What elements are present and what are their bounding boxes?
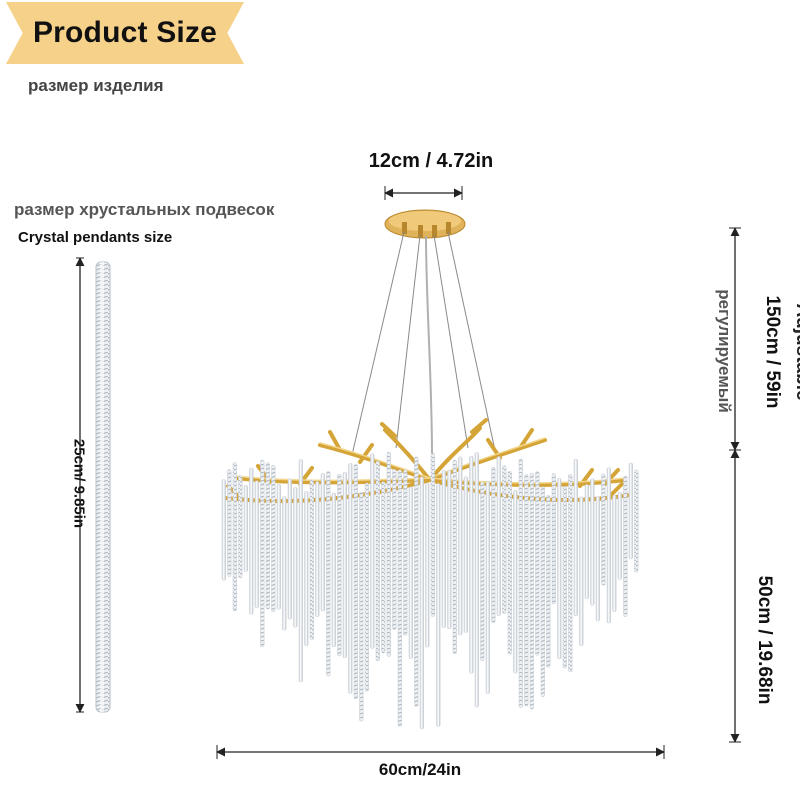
crystal-strand [386, 452, 391, 657]
crystal-strand [414, 456, 419, 707]
crystal-strand [584, 484, 589, 600]
crystal-strand [568, 474, 573, 673]
crystal-strand [430, 453, 435, 617]
crystal-strand [359, 491, 364, 722]
crystal-strand [397, 469, 402, 727]
crystal-strand [507, 471, 512, 655]
crystal-strand [474, 452, 479, 708]
crystal-strand [469, 456, 474, 674]
canopy-dimension: 12cm / 4.72in [368, 150, 494, 172]
crystal-strand [364, 482, 369, 692]
crystal-strand [375, 460, 380, 661]
crystal-strand [540, 486, 545, 697]
crystal-strand [348, 463, 353, 694]
crystal-strand [271, 464, 276, 613]
crystal-strand [502, 465, 507, 614]
crystal-strand [628, 462, 633, 560]
ceiling-canopy [384, 209, 466, 239]
crystal-strand [260, 459, 265, 648]
pendant-label-ru: размер хрустальных подвесок [14, 200, 275, 219]
crystal-strand [441, 470, 446, 628]
crystal-strand [243, 484, 248, 572]
crystal-strand [298, 459, 303, 683]
crystal-strand [546, 494, 551, 668]
crystal-strand [227, 469, 232, 577]
canopy-dimension-line [384, 186, 463, 200]
crystal-strand [590, 478, 595, 606]
crystal-strand [337, 474, 342, 657]
body-height-dimension-line [729, 449, 741, 743]
title-banner [6, 2, 244, 64]
crystal-strands [221, 452, 639, 730]
crystal-strand [491, 467, 496, 623]
crystal-strand [496, 456, 501, 616]
crystal-strand [595, 496, 600, 622]
crystal-strand [331, 492, 336, 648]
crystal-strand [529, 472, 534, 710]
pendant-dimension-line [75, 257, 85, 713]
crystal-strand [370, 453, 375, 649]
crystal-strand [513, 490, 518, 674]
diameter-dimension-line [216, 745, 665, 759]
crystal-strand [480, 481, 485, 662]
crystal-strand [342, 471, 347, 659]
crystal-strand [573, 458, 578, 617]
crystal-strand [606, 467, 611, 624]
crystal-strand [601, 473, 606, 586]
crystal-strand [535, 471, 540, 656]
crystal-strand [276, 483, 281, 610]
crystal-strand [320, 473, 325, 612]
crystal-strand [436, 483, 441, 727]
crystal-strand [238, 475, 243, 579]
crystal-strand [518, 458, 523, 708]
crystal-strand [634, 469, 639, 573]
crystal-strand [392, 469, 397, 630]
suspension-cables [351, 231, 497, 456]
crystal-strand [612, 494, 617, 612]
crystal-strand [309, 479, 314, 640]
crystal-strand [232, 462, 237, 612]
crystal-strand [249, 467, 254, 615]
crystal-strand [562, 486, 567, 669]
crystal-strand [381, 481, 386, 654]
crystal-strand [419, 476, 424, 730]
crystal-strand [557, 478, 562, 660]
crystal-strand [254, 480, 259, 609]
crystal-strand [447, 470, 452, 630]
crystal-strand [524, 474, 529, 707]
crystal-strand [463, 476, 468, 633]
crystal-strand [326, 471, 331, 677]
crystal-strand [551, 473, 556, 605]
crystal-strand [315, 481, 320, 617]
crystal-strand [425, 483, 430, 648]
crystal-strand [403, 469, 408, 636]
crystal-strand [623, 475, 628, 618]
crystal-strand [304, 491, 309, 647]
crystal-strand [617, 491, 622, 580]
crystal-pendant-image [95, 261, 111, 713]
crystal-strand [458, 456, 463, 636]
crystal-strand [452, 460, 457, 654]
crystal-strand [287, 478, 292, 620]
diameter-dimension: 60cm/24in [378, 760, 462, 779]
crystal-strand [353, 464, 358, 700]
crystal-strand [408, 486, 413, 659]
crystal-strand [265, 462, 270, 610]
pendant-label-en: Crystal pendants size [18, 229, 173, 246]
crystal-strand [221, 479, 226, 581]
crystal-strand [485, 481, 490, 694]
page-title: Product Size [32, 16, 218, 49]
page-subtitle-ru: размер изделия [28, 76, 164, 95]
cable-dimension-line [729, 227, 741, 451]
crystal-strand [579, 496, 584, 646]
crystal-strand [282, 496, 287, 631]
crystal-strand [293, 487, 298, 628]
gold-branch-highlights [234, 437, 626, 484]
